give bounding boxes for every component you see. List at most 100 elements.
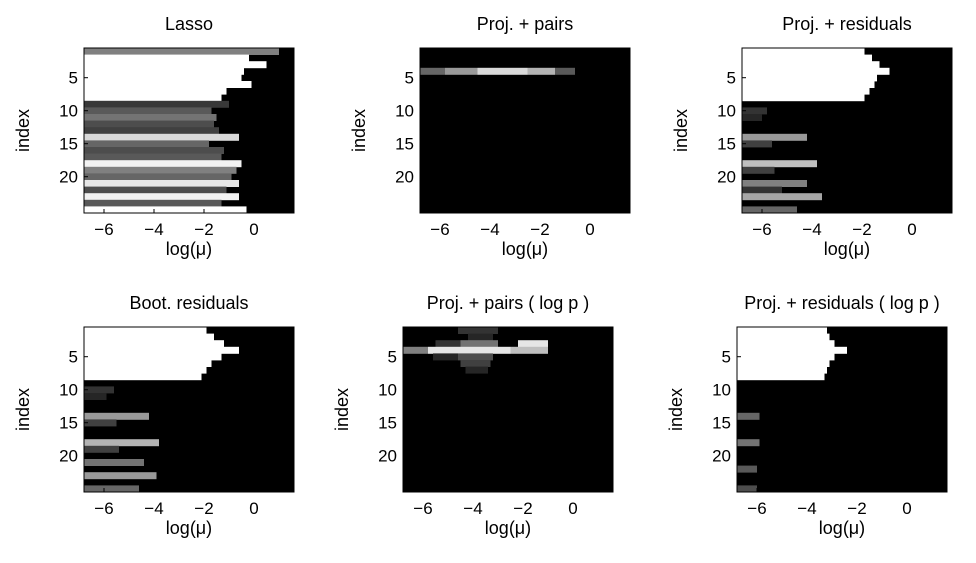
panel-3: Proj. + residuals −6 −4 −2 0 5 10 15 20 log(μ) ind… xyxy=(671,14,953,259)
cell-row-4 xyxy=(527,67,555,75)
cell-row-19 xyxy=(84,445,119,453)
cell-row-5 xyxy=(737,353,835,361)
cell-row-1 xyxy=(737,327,827,334)
cell-row-6 xyxy=(84,360,212,367)
y-axis-label: index xyxy=(671,109,691,152)
x-axis-label: log(μ) xyxy=(166,239,212,259)
cell-row-21 xyxy=(742,180,807,187)
panel-6: Proj. + residuals ( log p ) −6 −4 −2 0 5 10 15 2… xyxy=(666,293,948,538)
panel-4: Boot. residuals −6 −4 −2 0 5 10 15 20 log(μ) index xyxy=(13,293,295,538)
panel-title: Proj. + pairs ( log p ) xyxy=(427,293,590,313)
x-tick-label: 0 xyxy=(249,499,258,518)
cell-row-4 xyxy=(445,67,478,75)
cell-row-7 xyxy=(84,366,207,374)
x-tick-label: 0 xyxy=(907,220,916,239)
y-tick-label: 5 xyxy=(69,348,78,367)
cell-row-14 xyxy=(84,133,239,141)
x-tick-label: −2 xyxy=(513,499,532,518)
cell-row-4 xyxy=(477,67,528,75)
y-axis-label: index xyxy=(13,109,33,152)
cell-row-5 xyxy=(84,74,242,82)
cell-row-24 xyxy=(84,199,222,207)
axes-frame xyxy=(83,47,295,214)
panel-5: Proj. + pairs ( log p ) −6 −4 −2 0 5 10 15 20 log… xyxy=(332,293,614,538)
cell-row-16 xyxy=(84,147,224,154)
cell-row-2 xyxy=(742,54,872,62)
y-tick-label: 10 xyxy=(712,381,731,400)
cell-row-25 xyxy=(84,485,139,493)
cell-row-6 xyxy=(742,81,875,88)
cell-row-25 xyxy=(742,206,797,214)
cell-row-6 xyxy=(460,360,491,367)
x-tick-label: −2 xyxy=(847,499,866,518)
cell-row-23 xyxy=(742,193,822,201)
x-axis-label: log(μ) xyxy=(166,518,212,538)
y-tick-label: 20 xyxy=(717,168,736,187)
cell-row-2 xyxy=(468,333,493,341)
cell-row-6 xyxy=(84,81,252,88)
cell-row-5 xyxy=(84,353,222,361)
panel-title: Boot. residuals xyxy=(129,293,248,313)
cell-row-4 xyxy=(420,67,445,75)
x-tick-label: −4 xyxy=(480,220,499,239)
plot-area xyxy=(420,48,630,213)
cell-row-25 xyxy=(737,485,757,493)
cell-row-21 xyxy=(84,459,144,466)
x-axis-label: log(μ) xyxy=(819,518,865,538)
y-tick-label: 10 xyxy=(378,381,397,400)
x-axis-label: log(μ) xyxy=(824,239,870,259)
cell-row-10 xyxy=(84,386,114,394)
x-tick-label: −6 xyxy=(94,499,113,518)
cell-row-3 xyxy=(737,340,835,348)
cell-row-10 xyxy=(742,107,767,115)
cell-row-5 xyxy=(458,353,493,361)
cell-row-4 xyxy=(428,346,511,354)
cell-row-10 xyxy=(84,107,212,115)
cell-row-14 xyxy=(742,133,807,141)
y-axis-label: index xyxy=(666,388,686,431)
cell-row-4 xyxy=(555,67,575,75)
cell-row-19 xyxy=(84,166,237,174)
cell-row-11 xyxy=(84,393,107,400)
y-tick-label: 5 xyxy=(388,348,397,367)
panel-2: Proj. + pairs −6 −4 −2 0 5 10 15 20 log(μ) index xyxy=(349,14,631,259)
x-tick-label: −6 xyxy=(430,220,449,239)
x-tick-label: −2 xyxy=(194,499,213,518)
y-tick-label: 15 xyxy=(717,135,736,154)
x-tick-label: 0 xyxy=(568,499,577,518)
cell-row-1 xyxy=(84,327,207,334)
cell-row-5 xyxy=(742,74,877,82)
y-tick-label: 5 xyxy=(722,348,731,367)
cell-row-9 xyxy=(84,100,229,108)
y-tick-label: 15 xyxy=(59,414,78,433)
cell-row-18 xyxy=(742,160,817,168)
y-axis-label: index xyxy=(332,388,352,431)
x-axis-label: log(μ) xyxy=(502,239,548,259)
cell-row-7 xyxy=(742,87,870,95)
x-tick-label: 0 xyxy=(585,220,594,239)
y-tick-label: 20 xyxy=(395,168,414,187)
cell-row-7 xyxy=(84,87,227,95)
cell-row-8 xyxy=(84,373,202,381)
x-tick-label: −6 xyxy=(94,220,113,239)
cell-row-14 xyxy=(737,412,760,420)
cell-row-8 xyxy=(742,94,865,102)
cell-row-11 xyxy=(742,114,762,121)
cell-row-22 xyxy=(737,465,757,473)
cell-row-7 xyxy=(465,366,488,374)
cell-row-2 xyxy=(84,54,249,62)
y-tick-label: 20 xyxy=(59,447,78,466)
y-tick-label: 5 xyxy=(727,69,736,88)
y-tick-label: 15 xyxy=(712,414,731,433)
cell-row-23 xyxy=(84,472,157,480)
x-tick-label: −4 xyxy=(144,220,163,239)
axes-frame xyxy=(83,326,295,493)
y-tick-label: 10 xyxy=(717,102,736,121)
cell-row-8 xyxy=(84,94,222,102)
cell-row-1 xyxy=(742,48,865,55)
cell-row-22 xyxy=(84,186,227,194)
panel-title: Proj. + residuals xyxy=(782,14,912,34)
cell-row-18 xyxy=(737,439,760,447)
axes-frame xyxy=(419,47,631,214)
x-tick-label: −2 xyxy=(194,220,213,239)
